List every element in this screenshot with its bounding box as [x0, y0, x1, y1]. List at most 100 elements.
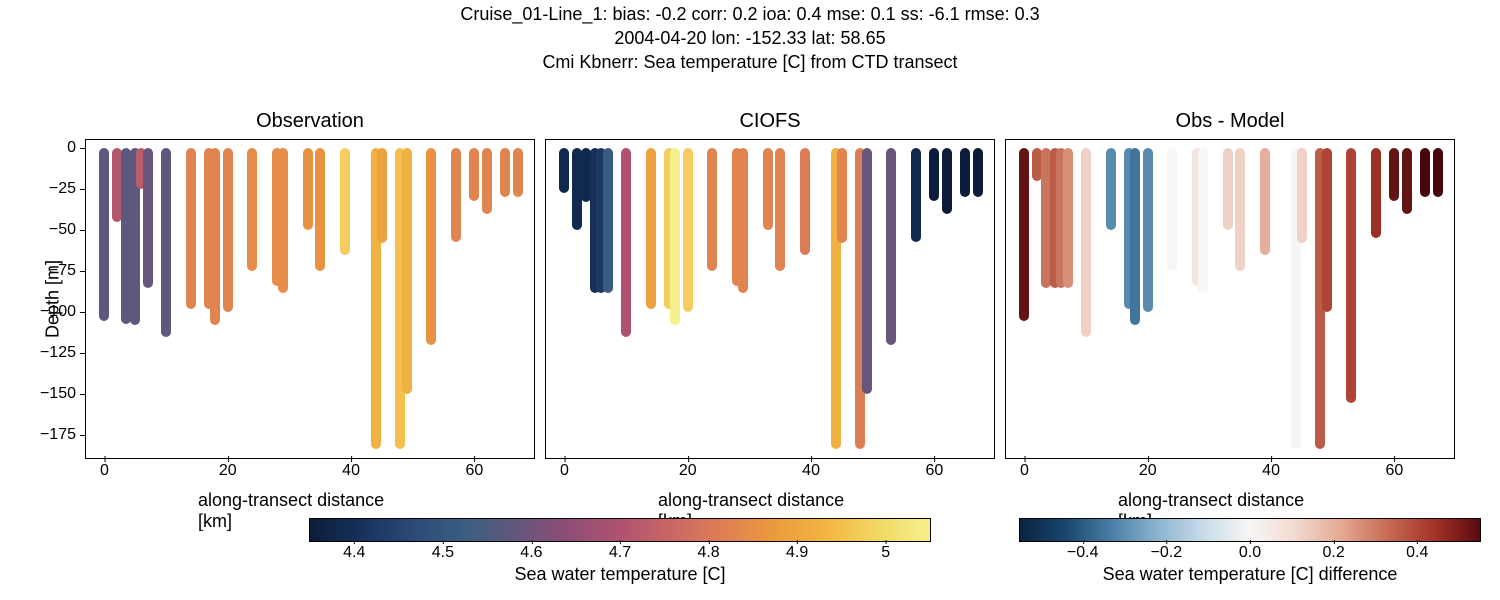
- profile-bar: [1389, 148, 1399, 201]
- suptitle-line1: Cruise_01-Line_1: bias: -0.2 corr: 0.2 i…: [0, 4, 1500, 25]
- colorbar-temp: 4.4 4.5 4.6 4.7 4.8 4.9 5 Sea water temperatur…: [310, 518, 930, 585]
- colorbar-diff-ticks: −0.4 −0.2 0.0 0.2 0.4: [1020, 542, 1480, 564]
- profile-bar: [1063, 148, 1073, 287]
- ylabel: Depth [m]: [43, 260, 64, 338]
- colorbar-tick: 0.2: [1323, 544, 1345, 562]
- panels-row: Observation 02040600−25−50−75−100−125−150…: [85, 110, 1485, 460]
- profile-bar: [426, 148, 436, 345]
- profile-bar: [1106, 148, 1116, 230]
- xtick: 20: [679, 462, 697, 480]
- colorbar-diff-label: Sea water temperature [C] difference: [1103, 564, 1398, 585]
- profile-bar: [402, 148, 412, 394]
- xtick: 60: [465, 462, 483, 480]
- profile-bar: [1235, 148, 1245, 271]
- profile-bar: [738, 148, 748, 292]
- suptitle-line3: Cmi Kbnerr: Sea temperature [C] from CTD…: [0, 52, 1500, 73]
- colorbar-tick: −0.2: [1151, 544, 1183, 562]
- profile-bar: [1198, 148, 1208, 292]
- profile-bar: [161, 148, 171, 337]
- colorbar-tick: 4.7: [609, 544, 631, 562]
- colorbar-tick: 4.6: [520, 544, 542, 562]
- profile-bar: [1167, 148, 1177, 271]
- profile-bar: [603, 148, 613, 292]
- colorbar-tick: 4.8: [697, 544, 719, 562]
- xtick: 40: [342, 462, 360, 480]
- profile-bar: [1371, 148, 1381, 238]
- profile-bar: [1297, 148, 1307, 243]
- profile-bar: [775, 148, 785, 271]
- profile-bar: [1260, 148, 1270, 255]
- suptitle-line2: 2004-04-20 lon: -152.33 lat: 58.65: [0, 28, 1500, 49]
- xtick: 20: [219, 462, 237, 480]
- profile-bar: [1346, 148, 1356, 402]
- profile-bar: [942, 148, 952, 214]
- ytick: −150: [40, 385, 76, 403]
- panel-axes-2: 0204060along-transect distance [km]: [1005, 139, 1455, 459]
- panel-title-0: Observation: [256, 110, 364, 134]
- profile-bar: [646, 148, 656, 309]
- panel-1: CIOFS 0204060along-transect distance [km]: [545, 110, 995, 460]
- profile-bar: [223, 148, 233, 312]
- xtick: 60: [1385, 462, 1403, 480]
- profile-bar: [1322, 148, 1332, 312]
- profile-bar: [500, 148, 510, 197]
- profile-bar: [513, 148, 523, 197]
- profile-bar: [973, 148, 983, 197]
- profile-bar: [862, 148, 872, 394]
- profile-bar: [99, 148, 109, 320]
- profile-bar: [247, 148, 257, 271]
- profile-bar: [1223, 148, 1233, 230]
- profile-bar: [1130, 148, 1140, 325]
- profile-bar: [1081, 148, 1091, 337]
- colorbar-tick: 0.0: [1239, 544, 1261, 562]
- profile-bar: [763, 148, 773, 230]
- profile-bar: [482, 148, 492, 214]
- profile-bar: [1402, 148, 1412, 214]
- profile-bar: [469, 148, 479, 201]
- xtick: 0: [1020, 462, 1029, 480]
- colorbar-diff: −0.4 −0.2 0.0 0.2 0.4 Sea water temperature …: [1020, 518, 1480, 585]
- profile-bar: [143, 148, 153, 287]
- xtick: 0: [100, 462, 109, 480]
- figure: Cruise_01-Line_1: bias: -0.2 corr: 0.2 i…: [0, 0, 1500, 600]
- panel-axes-1: 0204060along-transect distance [km]: [545, 139, 995, 459]
- profile-bar: [886, 148, 896, 345]
- ytick: −50: [49, 221, 76, 239]
- colorbar-temp-bar: [309, 518, 931, 542]
- profile-bar: [451, 148, 461, 242]
- colorbar-diff-bar: [1019, 518, 1481, 542]
- profile-bar: [837, 148, 847, 243]
- colorbar-tick: 0.4: [1406, 544, 1428, 562]
- profile-bar: [621, 148, 631, 337]
- panel-0: Observation 02040600−25−50−75−100−125−150…: [85, 110, 535, 460]
- colorbar-temp-ticks: 4.4 4.5 4.6 4.7 4.8 4.9 5: [310, 542, 930, 564]
- colorbar-tick: −0.4: [1067, 544, 1099, 562]
- profile-bar: [911, 148, 921, 242]
- profile-bar: [929, 148, 939, 201]
- colorbar-tick: 4.4: [343, 544, 365, 562]
- profile-bar: [559, 148, 569, 192]
- panel-title-2: Obs - Model: [1176, 110, 1285, 134]
- profile-bar: [303, 148, 313, 230]
- profile-bar: [210, 148, 220, 325]
- xtick: 0: [560, 462, 569, 480]
- xtick: 40: [802, 462, 820, 480]
- xtick: 20: [1139, 462, 1157, 480]
- panel-axes-0: 02040600−25−50−75−100−125−150−175Depth […: [85, 139, 535, 459]
- colorbar-tick: 4.9: [786, 544, 808, 562]
- profile-bar: [340, 148, 350, 255]
- xtick: 40: [1262, 462, 1280, 480]
- profile-bar: [1433, 148, 1443, 197]
- panel-2: Obs - Model 0204060along-transect distanc…: [1005, 110, 1455, 460]
- profile-bar: [377, 148, 387, 243]
- colorbar-temp-label: Sea water temperature [C]: [514, 564, 725, 585]
- ytick: −25: [49, 180, 76, 198]
- profile-bar: [186, 148, 196, 309]
- profile-bar: [1420, 148, 1430, 197]
- colorbar-tick: 4.5: [432, 544, 454, 562]
- profile-bar: [670, 148, 680, 325]
- profile-bar: [315, 148, 325, 271]
- profile-bar: [800, 148, 810, 255]
- panel-title-1: CIOFS: [739, 110, 800, 134]
- colorbar-tick: 5: [881, 544, 890, 562]
